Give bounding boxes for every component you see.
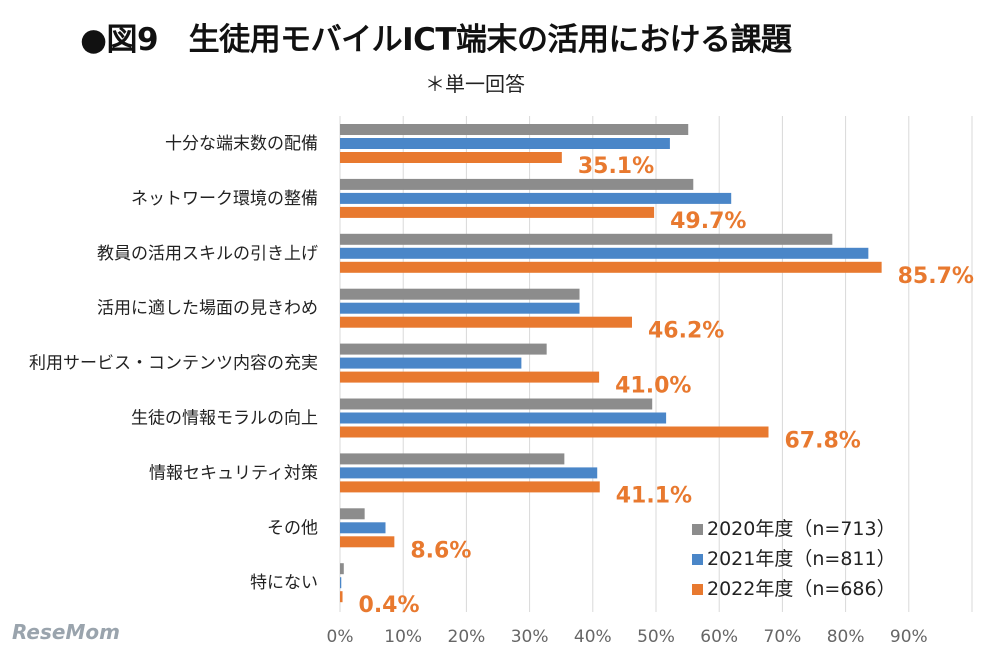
bar-2020-6 bbox=[340, 453, 565, 465]
x-tick-label: 70% bbox=[764, 627, 802, 647]
category-label: 利用サービス・コンテンツ内容の充実 bbox=[29, 354, 318, 374]
legend-label: 2022年度（n=686） bbox=[707, 578, 896, 600]
resemom-logo: ReseMom bbox=[12, 620, 120, 644]
category-label: その他 bbox=[267, 518, 318, 538]
bar-2021-3 bbox=[340, 302, 580, 314]
x-tick-label: 40% bbox=[574, 627, 612, 647]
bar-2020-4 bbox=[340, 343, 547, 355]
legend: 2020年度（n=713） 2021年度（n=811） 2022年度（n=686… bbox=[692, 514, 896, 604]
bar-2021-8 bbox=[340, 577, 342, 589]
bar-2022-8 bbox=[340, 591, 343, 603]
data-label: 8.6% bbox=[410, 538, 471, 563]
legend-swatch bbox=[692, 583, 703, 595]
bar-2021-0 bbox=[340, 138, 670, 149]
bar-2021-7 bbox=[340, 522, 386, 534]
chart-subtitle: ＊単一回答 bbox=[425, 72, 525, 96]
bar-2020-3 bbox=[340, 288, 580, 300]
bar-2020-7 bbox=[340, 508, 365, 520]
bar-2021-5 bbox=[340, 412, 667, 424]
x-tick-label: 20% bbox=[448, 627, 486, 647]
category-label: ネットワーク環境の整備 bbox=[131, 189, 318, 209]
bar-2022-0 bbox=[340, 152, 562, 163]
legend-item-2021: 2021年度（n=811） bbox=[692, 544, 896, 574]
bar-2021-2 bbox=[340, 247, 869, 259]
bar-2020-2 bbox=[340, 233, 833, 245]
chart-title: ●図9 生徒用モバイルICT端末の活用における課題 bbox=[80, 22, 792, 58]
bar-2022-2 bbox=[340, 261, 882, 273]
data-label: 0.4% bbox=[359, 593, 420, 618]
legend-label: 2020年度（n=713） bbox=[707, 518, 896, 540]
data-label: 67.8% bbox=[784, 429, 860, 454]
category-label: 活用に適した場面の見きわめ bbox=[97, 299, 318, 319]
legend-item-2022: 2022年度（n=686） bbox=[692, 574, 896, 604]
category-label: 教員の活用スキルの引き上げ bbox=[97, 244, 318, 264]
bar-2020-5 bbox=[340, 398, 653, 410]
data-label: 41.1% bbox=[616, 483, 692, 508]
category-label: 十分な端末数の配備 bbox=[165, 134, 318, 154]
bar-2022-4 bbox=[340, 371, 600, 383]
category-label: 特にない bbox=[250, 573, 318, 593]
x-tick-label: 80% bbox=[827, 627, 865, 647]
x-tick-label: 50% bbox=[637, 627, 675, 647]
bar-2020-1 bbox=[340, 178, 694, 190]
bar-2022-5 bbox=[340, 426, 769, 438]
bar-2022-6 bbox=[340, 481, 600, 493]
x-tick-label: 60% bbox=[700, 627, 738, 647]
bar-2022-3 bbox=[340, 316, 632, 328]
bar-2021-6 bbox=[340, 467, 598, 479]
data-label: 46.2% bbox=[648, 319, 724, 344]
bar-2021-4 bbox=[340, 357, 522, 369]
category-label: 情報セキュリティ対策 bbox=[149, 463, 318, 483]
x-tick-label: 10% bbox=[384, 627, 422, 647]
bar-2021-1 bbox=[340, 192, 732, 204]
category-label: 生徒の情報モラルの向上 bbox=[131, 409, 318, 429]
bar-2020-0 bbox=[340, 124, 689, 135]
x-tick-label: 90% bbox=[890, 627, 928, 647]
data-label: 49.7% bbox=[670, 209, 746, 234]
bar-2022-1 bbox=[340, 206, 655, 218]
bar-2020-8 bbox=[340, 563, 344, 575]
legend-label: 2021年度（n=811） bbox=[707, 548, 896, 570]
data-label: 41.0% bbox=[615, 374, 691, 399]
data-label: 35.1% bbox=[578, 154, 654, 179]
legend-item-2020: 2020年度（n=713） bbox=[692, 514, 896, 544]
data-label: 85.7% bbox=[898, 264, 974, 289]
legend-swatch bbox=[692, 523, 703, 535]
bar-2022-7 bbox=[340, 536, 395, 548]
x-tick-label: 30% bbox=[511, 627, 549, 647]
x-tick-label: 0% bbox=[327, 627, 354, 647]
legend-swatch bbox=[692, 553, 703, 565]
